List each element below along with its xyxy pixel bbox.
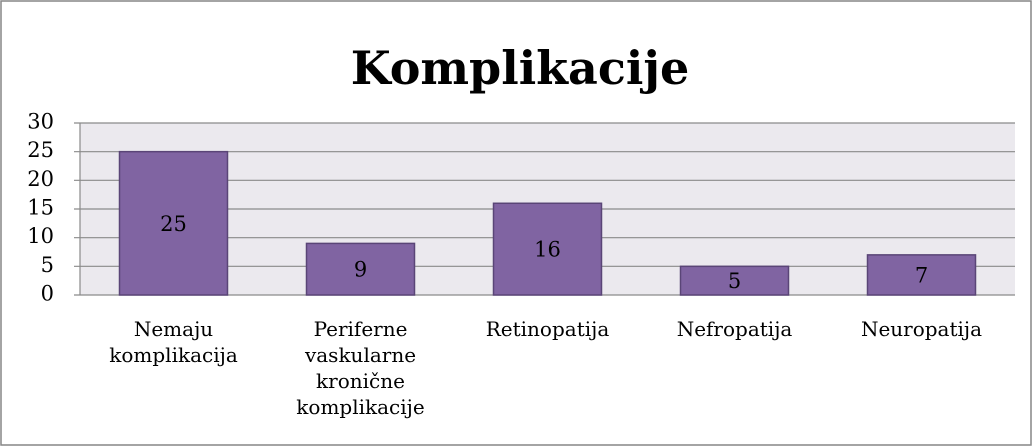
- chart-title: Komplikacije: [351, 41, 690, 95]
- bar: [866, 254, 977, 296]
- y-tick-label: 5: [41, 253, 54, 277]
- data-label: 16: [534, 238, 561, 262]
- y-tick-label: 20: [27, 167, 54, 191]
- y-tick-label: 30: [27, 110, 54, 134]
- y-tick-label: 0: [41, 282, 54, 306]
- x-tick-label: Neuropatija: [860, 317, 983, 341]
- bar: [492, 202, 603, 296]
- x-tick-label: Periferne vaskularne kronične komplikaci…: [296, 317, 425, 419]
- y-tick-label: 15: [27, 196, 54, 220]
- y-tick-label: 25: [27, 138, 54, 162]
- data-label: 9: [354, 258, 367, 282]
- data-label: 7: [915, 263, 928, 287]
- data-label: 25: [160, 212, 187, 236]
- bar: [118, 150, 229, 296]
- data-label: 5: [728, 269, 741, 293]
- x-tick-label: Nefropatija: [676, 317, 793, 341]
- x-tick-label: Retinopatija: [485, 317, 610, 341]
- bar: [305, 242, 416, 296]
- y-tick-label: 10: [27, 224, 54, 248]
- x-tick-label: Nemaju komplikacija: [109, 317, 238, 367]
- bar: [679, 265, 790, 296]
